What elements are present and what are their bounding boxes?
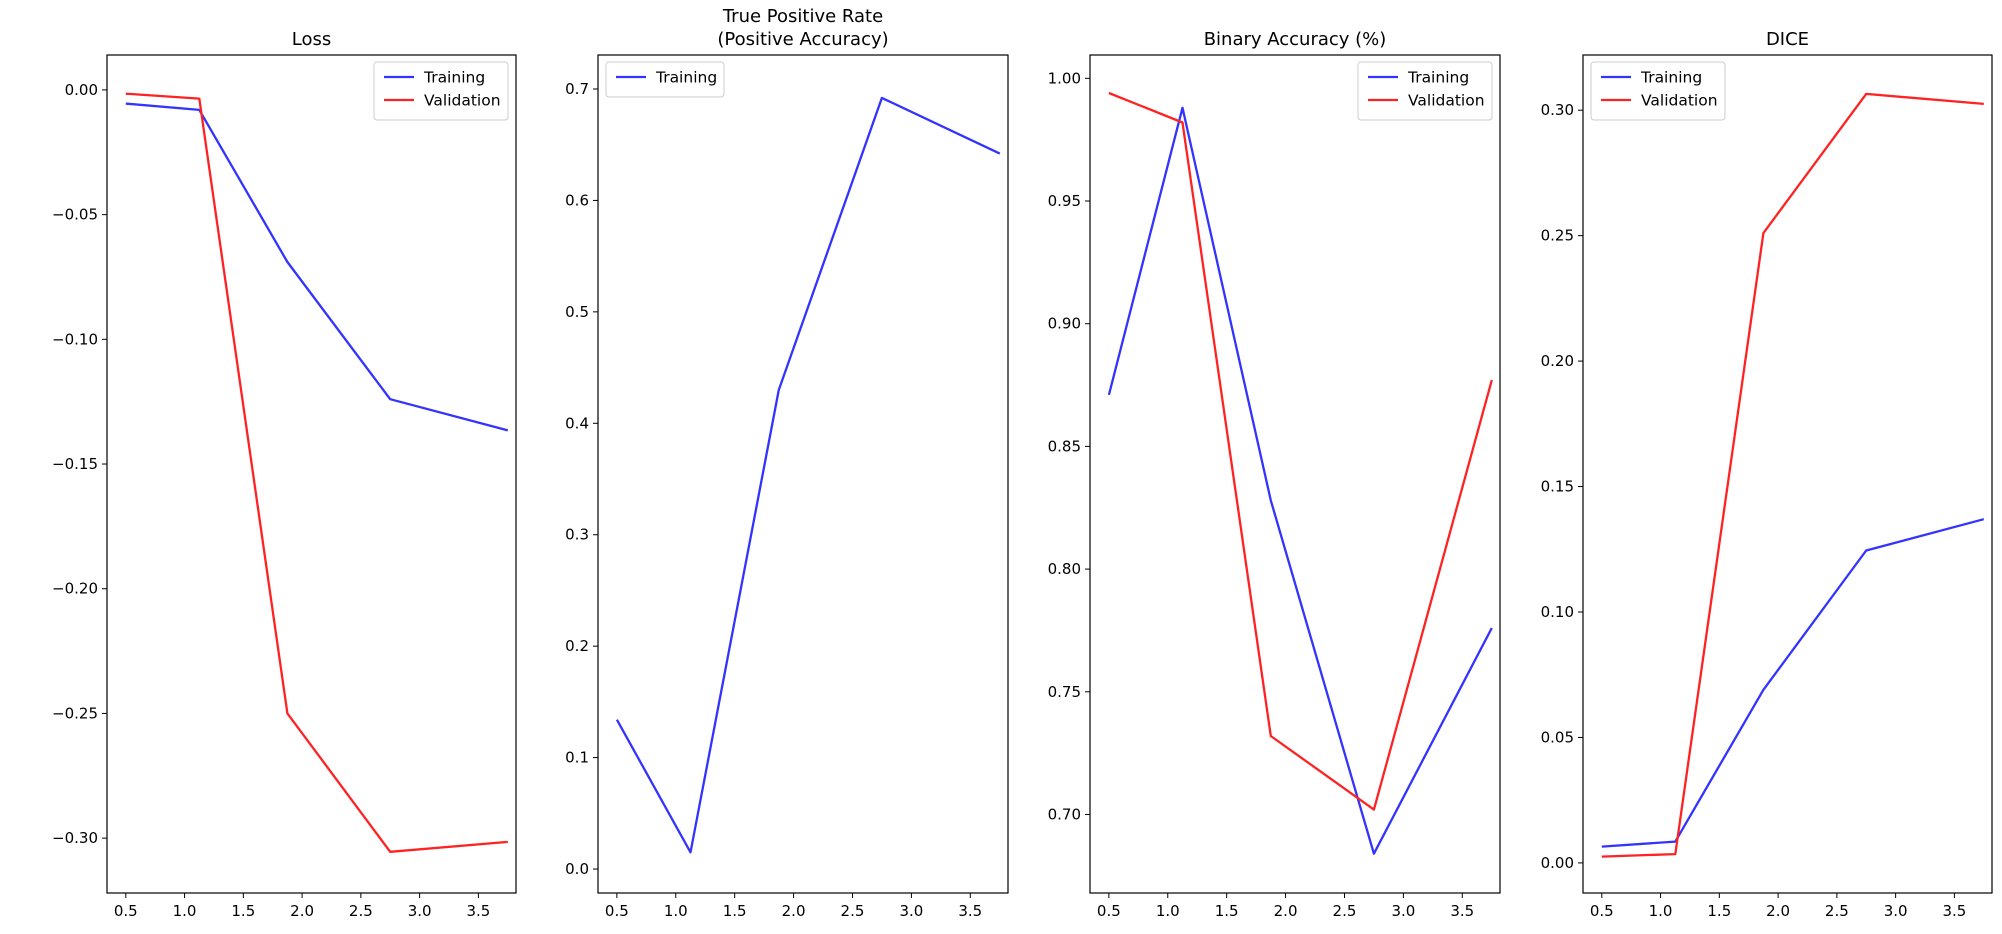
y-tick-label: −0.30 bbox=[52, 829, 98, 847]
legend-label-validation: Validation bbox=[1408, 92, 1485, 110]
y-tick-label: 0.00 bbox=[1541, 854, 1574, 872]
x-tick-label: 3.0 bbox=[1884, 902, 1908, 920]
chart-panel-3: 0.5 1.0 1.5 2.0 2.5 3.0 3.5 0.70 0.75 0.80 0.85 0.9… bbox=[1048, 29, 1501, 920]
y-tick-label: 0.30 bbox=[1541, 101, 1574, 119]
x-tick-label: 0.5 bbox=[605, 902, 629, 920]
legend: Training Validation bbox=[373, 61, 509, 121]
x-tick-label: 0.5 bbox=[114, 902, 138, 920]
x-tick-label: 2.5 bbox=[1825, 902, 1849, 920]
y-tick-label: 0.95 bbox=[1048, 192, 1081, 210]
axes-frame bbox=[106, 54, 517, 894]
x-tick-label: 1.5 bbox=[1215, 902, 1239, 920]
x-tick-label: 1.0 bbox=[173, 902, 197, 920]
chart-title-line: (Positive Accuracy) bbox=[717, 29, 888, 50]
y-tick-label: 0.00 bbox=[65, 81, 98, 99]
axes-frame bbox=[597, 54, 1009, 894]
y-tick-label: −0.10 bbox=[52, 330, 98, 348]
x-tick-label: 1.0 bbox=[664, 902, 688, 920]
x-tick-label: 3.0 bbox=[899, 902, 923, 920]
y-tick-label: 0.4 bbox=[565, 414, 589, 432]
y-tick-label: −0.25 bbox=[52, 704, 98, 722]
legend: Training Validation bbox=[1357, 61, 1493, 121]
series-line-training bbox=[1601, 518, 1985, 848]
y-tick-label: 0.20 bbox=[1541, 352, 1574, 370]
x-tick-label: 1.5 bbox=[231, 902, 255, 920]
legend-label-validation: Validation bbox=[1641, 92, 1718, 110]
y-tick-label: 0.85 bbox=[1048, 437, 1081, 455]
legend: Training Validation bbox=[1590, 61, 1726, 121]
legend: Training bbox=[605, 61, 725, 98]
chart-panel-1: 0.5 1.0 1.5 2.0 2.5 3.0 3.5 0.00 −0.05 −0.10 −0.15… bbox=[52, 29, 517, 920]
series-line-training bbox=[615, 96, 1001, 854]
chart-title-line: Binary Accuracy (%) bbox=[1204, 29, 1387, 50]
x-tick-label: 2.5 bbox=[841, 902, 865, 920]
chart-title: Binary Accuracy (%) bbox=[1204, 29, 1387, 50]
y-tick-label: 0.6 bbox=[565, 191, 589, 209]
chart-title: Loss bbox=[292, 29, 331, 50]
legend-label-training: Training bbox=[423, 69, 485, 87]
y-tick-label: 0.3 bbox=[565, 526, 589, 544]
chart-panel-2: 0.5 1.0 1.5 2.0 2.5 3.0 3.5 0.0 0.1 0.2 0.3 0.4 0.5 0… bbox=[565, 6, 1009, 920]
y-tick-label: 0.75 bbox=[1048, 683, 1081, 701]
chart-title-line: Loss bbox=[292, 29, 331, 50]
x-tick-label: 1.0 bbox=[1649, 902, 1673, 920]
y-tick-label: −0.20 bbox=[52, 580, 98, 598]
x-tick-label: 1.5 bbox=[723, 902, 747, 920]
axes-frame bbox=[1582, 54, 1993, 894]
y-tick-label: 0.1 bbox=[565, 749, 589, 767]
axes-frame bbox=[1089, 54, 1501, 894]
y-tick-label: 0.70 bbox=[1048, 805, 1081, 823]
y-tick-label: 0.2 bbox=[565, 637, 589, 655]
chart-title-line: True Positive Rate bbox=[722, 6, 883, 27]
chart-title: DICE bbox=[1766, 29, 1809, 50]
series-line-training bbox=[125, 102, 509, 432]
series-line-validation bbox=[125, 92, 508, 853]
y-tick-label: 0.15 bbox=[1541, 478, 1574, 496]
y-tick-label: 0.10 bbox=[1541, 603, 1574, 621]
y-tick-label: 0.0 bbox=[565, 860, 589, 878]
x-tick-label: 0.5 bbox=[1590, 902, 1614, 920]
y-tick-label: 0.7 bbox=[565, 80, 589, 98]
series-line-validation bbox=[1108, 91, 1493, 811]
legend-label-validation: Validation bbox=[424, 92, 501, 110]
x-tick-label: 1.5 bbox=[1707, 902, 1731, 920]
x-tick-label: 3.5 bbox=[1942, 902, 1966, 920]
x-tick-label: 2.5 bbox=[1333, 902, 1357, 920]
y-tick-label: −0.05 bbox=[52, 206, 98, 224]
series-line-validation bbox=[1601, 92, 1984, 858]
x-tick-label: 2.0 bbox=[782, 902, 806, 920]
x-tick-label: 2.5 bbox=[349, 902, 373, 920]
x-tick-label: 1.0 bbox=[1156, 902, 1180, 920]
x-tick-label: 3.5 bbox=[466, 902, 490, 920]
series-line-training bbox=[1107, 106, 1493, 855]
x-tick-label: 2.0 bbox=[290, 902, 314, 920]
y-tick-label: 0.80 bbox=[1048, 560, 1081, 578]
legend-label-training: Training bbox=[1407, 69, 1469, 87]
chart-title-line: DICE bbox=[1766, 29, 1809, 50]
y-tick-label: 0.25 bbox=[1541, 227, 1574, 245]
y-tick-label: −0.15 bbox=[52, 455, 98, 473]
y-tick-label: 0.05 bbox=[1541, 728, 1574, 746]
legend-label-training: Training bbox=[655, 69, 717, 87]
x-tick-label: 3.5 bbox=[958, 902, 982, 920]
y-tick-label: 0.90 bbox=[1048, 315, 1081, 333]
y-tick-label: 0.5 bbox=[565, 303, 589, 321]
y-tick-label: 1.00 bbox=[1048, 69, 1081, 87]
chart-panel-4: 0.5 1.0 1.5 2.0 2.5 3.0 3.5 0.00 0.05 0.10 0.15 0.2… bbox=[1541, 29, 1993, 920]
x-tick-label: 2.0 bbox=[1274, 902, 1298, 920]
legend-label-training: Training bbox=[1640, 69, 1702, 87]
x-tick-label: 3.0 bbox=[408, 902, 432, 920]
x-tick-label: 2.0 bbox=[1766, 902, 1790, 920]
chart-title: True Positive Rate (Positive Accuracy) bbox=[717, 6, 888, 50]
x-tick-label: 0.5 bbox=[1097, 902, 1121, 920]
x-tick-label: 3.0 bbox=[1391, 902, 1415, 920]
legend-box bbox=[605, 61, 725, 98]
x-tick-label: 3.5 bbox=[1450, 902, 1474, 920]
